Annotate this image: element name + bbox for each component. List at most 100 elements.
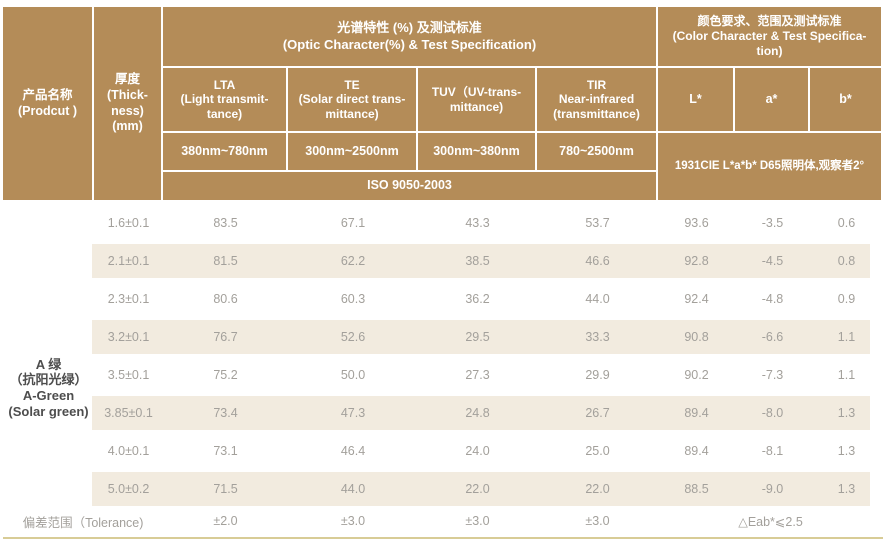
header-range-te: 300nm~2500nm (288, 133, 416, 170)
l-value: 92.8 (684, 254, 709, 268)
table-row: 2.3±0.1 80.6 60.3 36.2 44.0 92.4 -4.8 0.… (3, 280, 883, 318)
table-row: 3.2±0.1 76.7 52.6 29.5 33.3 90.8 -6.6 1.… (3, 318, 883, 356)
l-value: 88.5 (684, 482, 709, 496)
header-col-te: TE (Solar direct trans- mittance) (288, 68, 416, 131)
tolerance-te: ±3.0 (340, 514, 366, 528)
header-col-a-star: a* (735, 68, 808, 131)
te-value: 67.1 (340, 216, 366, 230)
header-color-group: 颜色要求、范围及测试标准 (Color Character & Test Spe… (658, 7, 881, 66)
tuv-value: 29.5 (465, 330, 490, 344)
row-stripe (92, 396, 870, 430)
te-value: 47.3 (340, 406, 366, 420)
table-row: 3.85±0.1 73.4 47.3 24.8 26.7 89.4 -8.0 1… (3, 394, 883, 432)
header-thickness: 厚度 (Thick- ness) (mm) (94, 7, 161, 200)
table-row: 2.1±0.1 81.5 62.2 38.5 46.6 92.8 -4.5 0.… (3, 242, 883, 280)
b-value: 1.3 (837, 444, 856, 458)
l-value: 89.4 (684, 444, 709, 458)
row-stripe (92, 320, 870, 354)
lta-value: 76.7 (213, 330, 238, 344)
tir-value: 44.0 (585, 292, 610, 306)
tir-value: 33.3 (585, 330, 610, 344)
a-value: -8.1 (761, 444, 784, 458)
tir-value: 53.7 (585, 216, 610, 230)
te-value: 62.2 (340, 254, 366, 268)
b-value: 1.3 (837, 482, 856, 496)
tuv-value: 24.8 (465, 406, 490, 420)
header-range-lta: 380nm~780nm (163, 133, 286, 170)
lta-value: 73.1 (213, 444, 238, 458)
table-row: 3.5±0.1 75.2 50.0 27.3 29.9 90.2 -7.3 1.… (3, 356, 883, 394)
b-value: 1.1 (837, 368, 856, 382)
lta-value: 80.6 (213, 292, 238, 306)
header-col-l-star: L* (658, 68, 733, 131)
table-row: 1.6±0.1 83.5 67.1 43.3 53.7 93.6 -3.5 0.… (3, 204, 883, 242)
tolerance-eab: △Eab*⩽2.5 (738, 514, 803, 529)
thickness-value: 3.5±0.1 (107, 368, 150, 382)
a-value: -9.0 (761, 482, 784, 496)
header-cie-note: 1931CIE L*a*b* D65照明体,观察者2° (658, 133, 881, 200)
thickness-value: 1.6±0.1 (107, 216, 150, 230)
table-row: 5.0±0.2 71.5 44.0 22.0 22.0 88.5 -9.0 1.… (3, 470, 883, 508)
tir-value: 26.7 (585, 406, 610, 420)
thickness-value: 4.0±0.1 (107, 444, 150, 458)
thickness-value: 2.3±0.1 (107, 292, 150, 306)
b-value: 0.8 (837, 254, 856, 268)
l-value: 93.6 (684, 216, 709, 230)
tir-value: 25.0 (585, 444, 610, 458)
te-value: 46.4 (340, 444, 366, 458)
l-value: 89.4 (684, 406, 709, 420)
tuv-value: 27.3 (465, 368, 490, 382)
te-value: 60.3 (340, 292, 366, 306)
b-value: 0.9 (837, 292, 856, 306)
tolerance-label: 偏差范围（Tolerance) (22, 515, 144, 530)
header-optic-group: 光谱特性 (%) 及测试标准 (Optic Character(%) & Tes… (163, 7, 656, 66)
row-stripe (92, 472, 870, 506)
a-value: -6.6 (761, 330, 784, 344)
lta-value: 83.5 (213, 216, 238, 230)
header-col-lta: LTA (Light transmit- tance) (163, 68, 286, 131)
lta-value: 75.2 (213, 368, 238, 382)
b-value: 1.3 (837, 406, 856, 420)
te-value: 52.6 (340, 330, 366, 344)
header-col-tuv: TUV（UV-trans- mittance) (418, 68, 535, 131)
lta-value: 81.5 (213, 254, 238, 268)
tolerance-tuv: ±3.0 (465, 514, 490, 528)
tuv-value: 43.3 (465, 216, 490, 230)
tolerance-lta: ±2.0 (213, 514, 238, 528)
a-value: -7.3 (761, 368, 784, 382)
thickness-value: 3.2±0.1 (107, 330, 150, 344)
te-value: 44.0 (340, 482, 366, 496)
header-col-b-star: b* (810, 68, 881, 131)
header-range-tuv: 300nm~380nm (418, 133, 535, 170)
a-value: -4.5 (761, 254, 784, 268)
a-value: -8.0 (761, 406, 784, 420)
tir-value: 29.9 (585, 368, 610, 382)
te-value: 50.0 (340, 368, 366, 382)
product-name-cell: A 绿 （抗阳光绿） A-Green (Solar green) (8, 356, 89, 419)
thickness-value: 5.0±0.2 (107, 482, 150, 496)
tir-value: 22.0 (585, 482, 610, 496)
header-iso-note: ISO 9050-2003 (163, 172, 656, 200)
l-value: 90.8 (684, 330, 709, 344)
header-range-tir: 780~2500nm (537, 133, 656, 170)
header-col-tir: TIR Near-infrared (transmittance) (537, 68, 656, 131)
lta-value: 73.4 (213, 406, 238, 420)
table-header: 产品名称 (Prodcut ) 厚度 (Thick- ness) (mm) 光谱… (3, 7, 883, 200)
l-value: 92.4 (684, 292, 709, 306)
lta-value: 71.5 (213, 482, 238, 496)
bottom-rule (3, 537, 883, 539)
tuv-value: 36.2 (465, 292, 490, 306)
table-body: A 绿 （抗阳光绿） A-Green (Solar green) 1.6±0.1… (3, 204, 883, 539)
tolerance-tir: ±3.0 (585, 514, 610, 528)
thickness-value: 3.85±0.1 (104, 406, 153, 420)
a-value: -4.8 (761, 292, 784, 306)
thickness-value: 2.1±0.1 (107, 254, 150, 268)
tolerance-row: 偏差范围（Tolerance) ±2.0 ±3.0 ±3.0 ±3.0 △Eab… (3, 508, 883, 534)
l-value: 90.2 (684, 368, 709, 382)
tir-value: 46.6 (585, 254, 610, 268)
table-row: 4.0±0.1 73.1 46.4 24.0 25.0 89.4 -8.1 1.… (3, 432, 883, 470)
tuv-value: 24.0 (465, 444, 490, 458)
a-value: -3.5 (761, 216, 784, 230)
header-product-name: 产品名称 (Prodcut ) (3, 7, 92, 200)
